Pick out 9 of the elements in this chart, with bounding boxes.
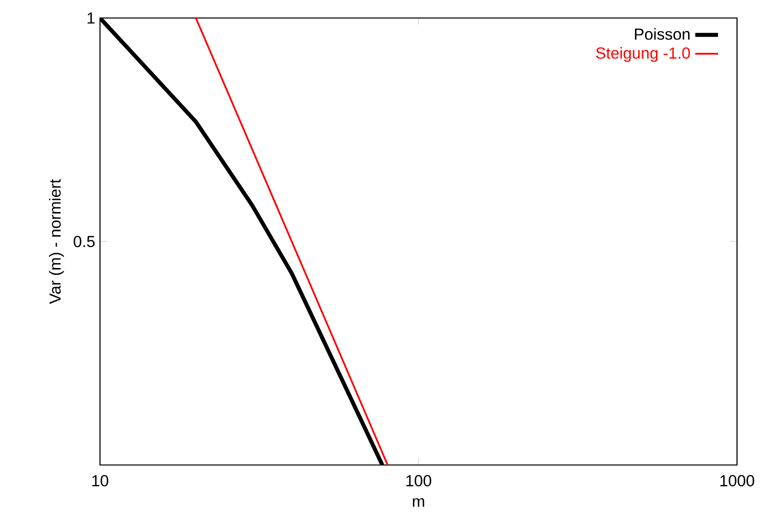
y-axis-title: Var (m) - normiert xyxy=(49,179,64,304)
y-tick-label: 0.5 xyxy=(74,236,95,248)
x-tick-label: 100 xyxy=(406,475,432,486)
x-axis-title: m xyxy=(412,498,424,507)
x-tick-label: 10 xyxy=(92,475,108,486)
y-tick-label: 1 xyxy=(88,12,95,24)
legend-label: Poisson xyxy=(634,28,690,40)
x-tick-label: 1000 xyxy=(720,475,754,486)
legend-label: Steigung -1.0 xyxy=(596,47,690,62)
